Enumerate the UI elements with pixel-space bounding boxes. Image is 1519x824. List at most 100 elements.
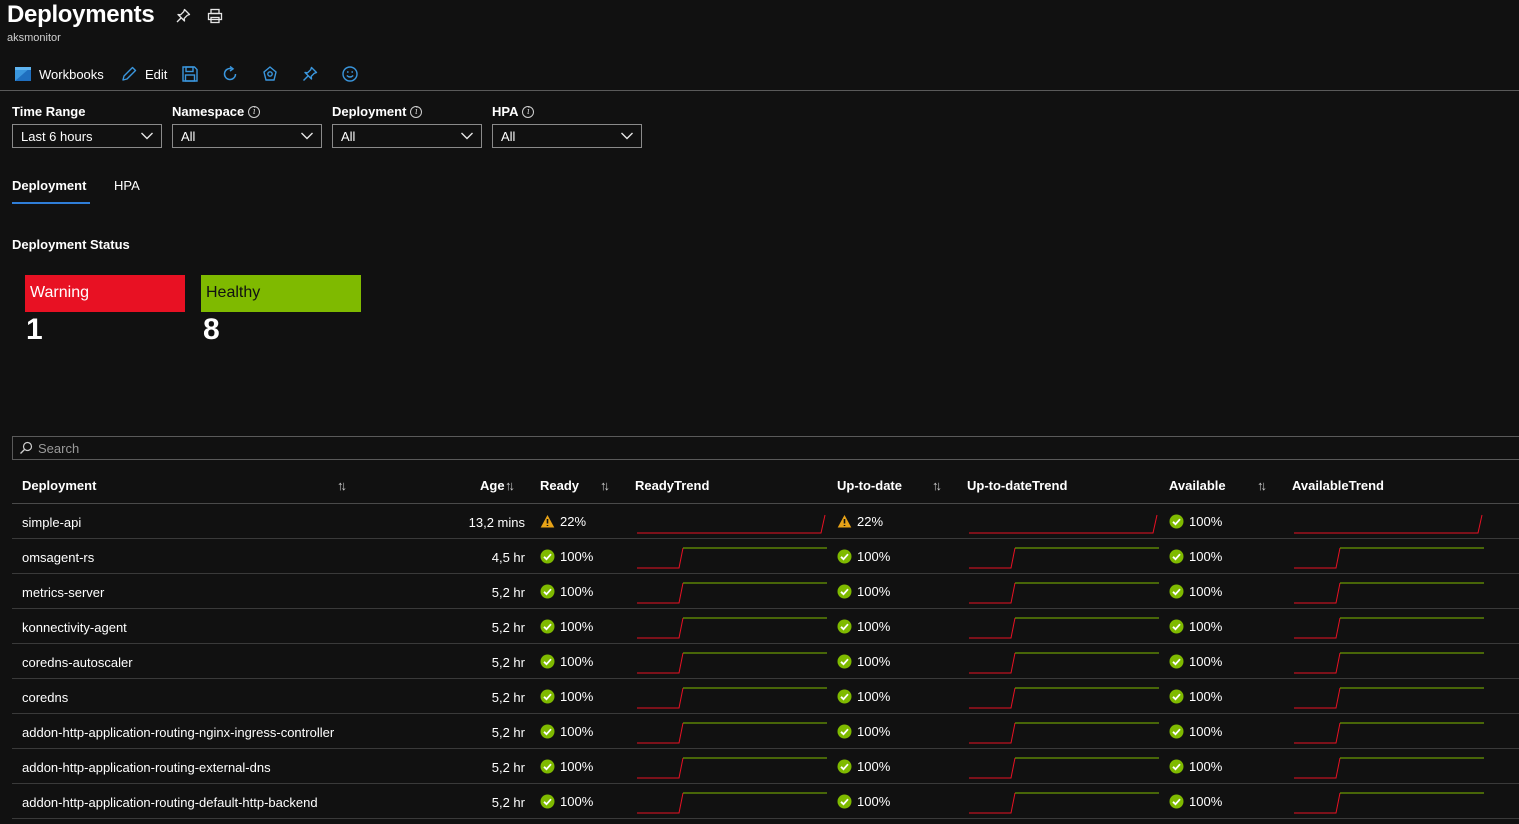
available-cell-value: 100% (1189, 724, 1223, 739)
uptodate-cell-value: 100% (857, 654, 891, 669)
save-icon (182, 66, 198, 82)
check-circle-icon (837, 654, 852, 669)
print-icon[interactable] (206, 7, 224, 25)
search-box[interactable] (12, 436, 1519, 460)
warning-tile[interactable]: Warning (25, 275, 185, 312)
uptodate-cell: 100% (837, 794, 890, 809)
column-header-readytrend[interactable]: ReadyTrend (635, 478, 710, 493)
trend-sparkline (1294, 582, 1484, 604)
edit-button[interactable]: Edit (120, 62, 167, 86)
edit-label: Edit (145, 66, 168, 82)
column-header-age[interactable]: Age (480, 478, 505, 493)
filter-dropdown[interactable]: All (332, 124, 482, 148)
healthy-tile[interactable]: Healthy (201, 275, 361, 312)
column-header-deployment[interactable]: Deployment (22, 478, 97, 493)
uptodate-cell: 100% (837, 759, 890, 774)
ready-cell: 100% (540, 549, 593, 564)
table-row[interactable]: addon-http-application-routing-default-h… (12, 784, 1519, 819)
smiley-icon (342, 66, 358, 82)
sort-ready-icon[interactable]: ↑↓ (600, 478, 610, 493)
chevron-down-icon (621, 132, 633, 140)
available-cell-value: 100% (1189, 514, 1223, 529)
age-cell: 5,2 hr (491, 795, 525, 810)
column-header-uptodatetrend[interactable]: Up-to-dateTrend (967, 478, 1068, 493)
age-cell: 5,2 hr (491, 620, 525, 635)
feedback-button[interactable] (341, 62, 359, 86)
ready-cell: 100% (540, 619, 593, 634)
table-row[interactable]: metrics-server 5,2 hr 100% 100% 100% (12, 574, 1519, 609)
table-row[interactable]: konnectivity-agent 5,2 hr 100% 100% 100% (12, 609, 1519, 644)
uptodate-cell: 100% (837, 549, 890, 564)
uptodate-cell: 100% (837, 619, 890, 634)
ready-cell: 100% (540, 724, 593, 739)
filter-dropdown[interactable]: All (172, 124, 322, 148)
deployment-name-cell: metrics-server (22, 585, 105, 600)
table-row[interactable]: omsagent-rs 4,5 hr 100% 100% 100% (12, 539, 1519, 574)
age-cell: 13,2 mins (468, 515, 525, 530)
available-cell-value: 100% (1189, 619, 1223, 634)
tab-deployment[interactable]: Deployment (12, 178, 87, 193)
available-cell: 100% (1169, 619, 1222, 634)
column-header-uptodate[interactable]: Up-to-date (837, 478, 902, 493)
pin-icon (303, 66, 318, 81)
check-circle-icon (1169, 689, 1184, 704)
sort-age-icon[interactable]: ↑↓ (505, 478, 515, 493)
uptodate-cell-value: 100% (857, 584, 891, 599)
column-header-available[interactable]: Available (1169, 478, 1226, 493)
available-cell: 100% (1169, 689, 1222, 704)
deployment-name-cell: simple-api (22, 515, 82, 530)
pin-icon[interactable] (174, 7, 192, 25)
deployment-name-cell: konnectivity-agent (22, 620, 127, 635)
filter-dropdown[interactable]: Last 6 hours (12, 124, 162, 148)
column-header-ready[interactable]: Ready (540, 478, 580, 493)
column-header-availabletrend[interactable]: AvailableTrend (1292, 478, 1384, 493)
toolbar: Workbooks Edit (0, 58, 1519, 91)
edit-icon (122, 66, 137, 81)
table-row[interactable]: coredns-autoscaler 5,2 hr 100% 100% 100% (12, 644, 1519, 679)
table-row[interactable]: coredns 5,2 hr 100% 100% 100% (12, 679, 1519, 714)
save-button[interactable] (181, 62, 199, 86)
available-cell-value: 100% (1189, 654, 1223, 669)
available-cell-value: 100% (1189, 549, 1223, 564)
uptodate-cell-value: 100% (857, 759, 891, 774)
check-circle-icon (837, 724, 852, 739)
available-cell-value: 100% (1189, 794, 1223, 809)
uptodate-cell-value: 100% (857, 549, 891, 564)
check-circle-icon (837, 549, 852, 564)
filter-dropdown-value: All (501, 128, 516, 144)
ready-cell-value: 100% (560, 794, 594, 809)
check-circle-icon (1169, 794, 1184, 809)
chevron-down-icon (301, 132, 313, 140)
ready-cell-value: 100% (560, 654, 594, 669)
sort-available-icon[interactable]: ↑↓ (1257, 478, 1267, 493)
filter-dropdown[interactable]: All (492, 124, 642, 148)
trend-sparkline (1294, 652, 1484, 674)
trend-sparkline (969, 687, 1159, 709)
trend-sparkline (637, 582, 827, 604)
sort-deployment-icon[interactable]: ↑↓ (337, 478, 347, 493)
workbooks-button[interactable]: Workbooks (14, 62, 104, 86)
deployment-status-title: Deployment Status (12, 237, 130, 252)
info-icon[interactable]: i (522, 105, 535, 118)
available-cell-value: 100% (1189, 759, 1223, 774)
refresh-button[interactable] (221, 62, 239, 86)
table-row[interactable]: simple-api 13,2 mins 22% 22% 100% (12, 504, 1519, 539)
search-input[interactable] (38, 440, 938, 456)
info-icon[interactable]: i (248, 105, 261, 118)
share-button[interactable] (261, 62, 279, 86)
deployments-table: Deployment ↑↓ Age ↑↓ Ready ↑↓ ReadyTrend… (12, 469, 1519, 819)
check-circle-icon (1169, 759, 1184, 774)
tab-hpa[interactable]: HPA (114, 178, 140, 193)
info-icon[interactable]: i (410, 105, 423, 118)
ready-cell-value: 100% (560, 619, 594, 634)
sort-uptodate-icon[interactable]: ↑↓ (932, 478, 942, 493)
trend-sparkline (637, 652, 827, 674)
filter-label-text: Time Range (12, 104, 86, 119)
table-row[interactable]: addon-http-application-routing-external-… (12, 749, 1519, 784)
filter-label: Time Range (12, 104, 85, 119)
available-cell: 100% (1169, 654, 1222, 669)
trend-sparkline (637, 792, 827, 814)
uptodate-cell-value: 100% (857, 724, 891, 739)
table-row[interactable]: addon-http-application-routing-nginx-ing… (12, 714, 1519, 749)
pin-to-dashboard-button[interactable] (301, 62, 319, 86)
